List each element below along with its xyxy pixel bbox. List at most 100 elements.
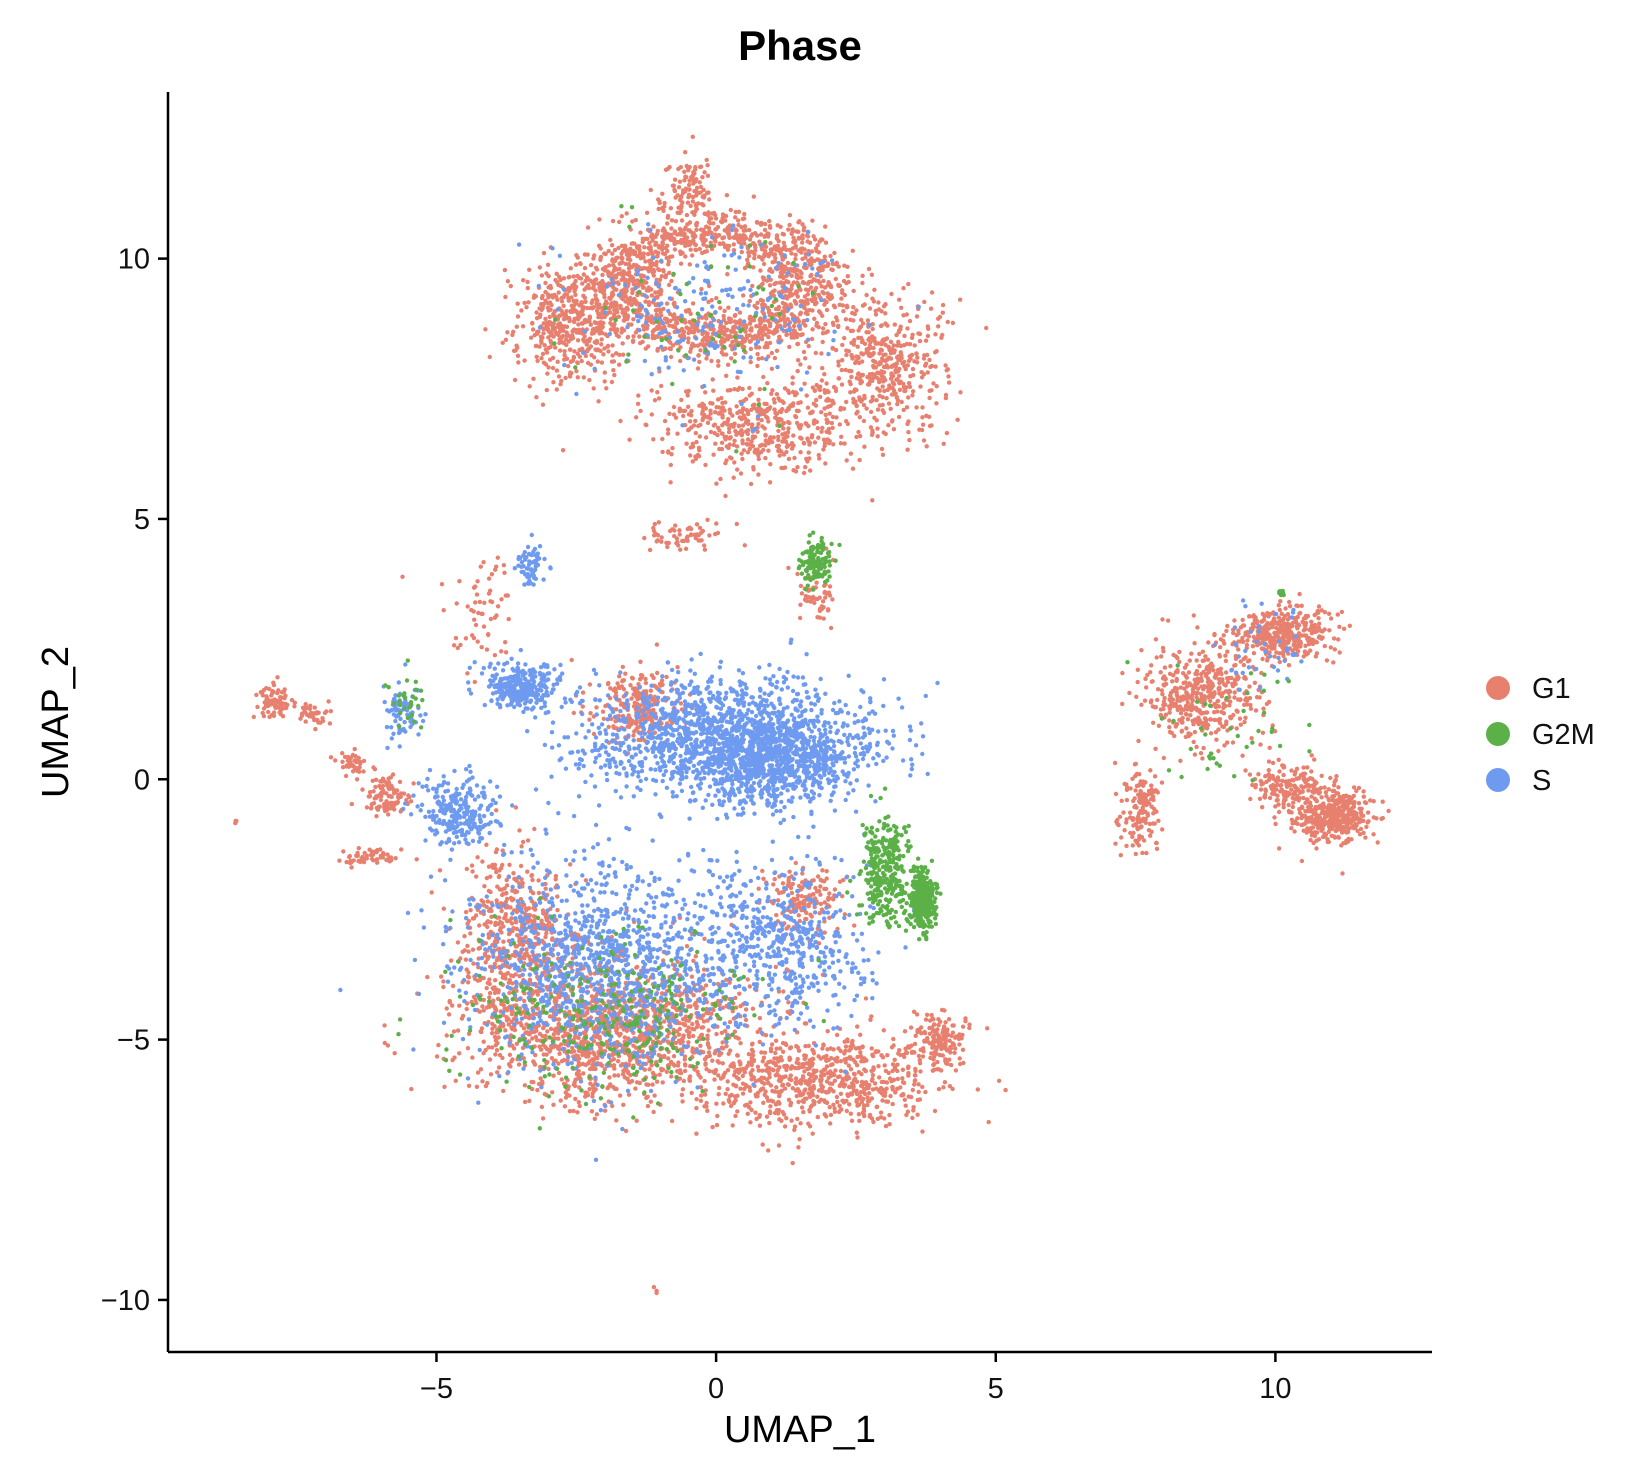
point-g1 bbox=[678, 261, 684, 266]
point-g1 bbox=[847, 1048, 852, 1053]
point-g1 bbox=[595, 359, 600, 364]
point-g1 bbox=[768, 1046, 774, 1051]
point-g1 bbox=[670, 183, 676, 188]
point-g1 bbox=[539, 1104, 545, 1110]
point-g1 bbox=[860, 273, 865, 278]
point-g1 bbox=[580, 1052, 585, 1058]
point-g1 bbox=[774, 236, 780, 241]
point-g1 bbox=[893, 368, 898, 373]
point-g1 bbox=[790, 1160, 795, 1166]
point-g1 bbox=[634, 1080, 640, 1085]
point-g1 bbox=[828, 1121, 833, 1126]
point-g1 bbox=[589, 994, 595, 999]
point-g1 bbox=[695, 1022, 700, 1027]
point-g1 bbox=[719, 1030, 725, 1036]
point-g1 bbox=[825, 388, 830, 394]
point-g1 bbox=[765, 318, 771, 324]
point-g1 bbox=[855, 344, 860, 349]
point-g1 bbox=[670, 323, 675, 329]
point-g1 bbox=[767, 323, 773, 329]
point-g1 bbox=[902, 388, 907, 394]
point-g1 bbox=[522, 1083, 528, 1088]
point-g1 bbox=[682, 189, 688, 194]
point-g1 bbox=[720, 1040, 725, 1045]
point-g1 bbox=[686, 228, 691, 233]
point-g1 bbox=[868, 399, 874, 404]
point-g1 bbox=[875, 434, 880, 439]
point-g1 bbox=[870, 498, 875, 503]
point-g1 bbox=[466, 1083, 472, 1089]
point-g1 bbox=[600, 281, 606, 286]
point-g1 bbox=[802, 381, 807, 386]
point-g1 bbox=[727, 455, 733, 460]
point-g1 bbox=[941, 441, 946, 446]
point-g1 bbox=[658, 1040, 663, 1046]
point-g1 bbox=[581, 1071, 586, 1076]
point-g1 bbox=[772, 252, 778, 257]
point-g1 bbox=[851, 400, 856, 405]
point-g1 bbox=[684, 239, 690, 244]
point-g1 bbox=[539, 307, 544, 312]
point-g1 bbox=[812, 237, 818, 242]
point-g1 bbox=[516, 360, 521, 365]
point-g1 bbox=[887, 1076, 893, 1081]
point-g1 bbox=[881, 379, 886, 384]
point-g1 bbox=[682, 1062, 688, 1067]
point-g1 bbox=[788, 1073, 793, 1078]
point-g1 bbox=[727, 1093, 733, 1099]
point-g1 bbox=[681, 1021, 686, 1027]
point-g1 bbox=[599, 342, 604, 347]
point-g1 bbox=[749, 234, 754, 239]
point-g1 bbox=[836, 324, 841, 330]
point-g1 bbox=[444, 1033, 449, 1038]
point-g1 bbox=[777, 398, 782, 403]
point-g1 bbox=[706, 1050, 712, 1055]
point-g1 bbox=[861, 418, 867, 424]
point-g1 bbox=[656, 206, 661, 212]
point-g1 bbox=[667, 270, 672, 275]
point-g1 bbox=[686, 195, 691, 200]
point-g1 bbox=[735, 375, 740, 380]
point-g1 bbox=[716, 363, 721, 368]
point-g1 bbox=[702, 211, 707, 216]
point-g1 bbox=[634, 415, 639, 420]
point-g1 bbox=[846, 368, 852, 374]
point-g1 bbox=[609, 243, 615, 248]
point-g1 bbox=[670, 254, 675, 259]
point-g1 bbox=[822, 590, 827, 595]
point-g1 bbox=[794, 229, 799, 234]
point-g1 bbox=[487, 354, 492, 360]
point-g1 bbox=[781, 240, 786, 245]
point-g1 bbox=[723, 1091, 728, 1097]
point-g1 bbox=[676, 1060, 681, 1065]
point-g1 bbox=[568, 266, 573, 271]
point-g1 bbox=[705, 420, 711, 425]
point-g1 bbox=[529, 335, 534, 340]
point-g1 bbox=[702, 547, 708, 552]
point-g1 bbox=[838, 441, 844, 446]
point-g1 bbox=[556, 1061, 561, 1066]
point-g1 bbox=[845, 274, 850, 279]
point-g1 bbox=[825, 294, 831, 300]
point-g1 bbox=[795, 1116, 800, 1122]
point-g1 bbox=[767, 218, 772, 224]
point-g1 bbox=[578, 261, 583, 267]
point-g1 bbox=[698, 348, 703, 353]
point-g1 bbox=[860, 338, 865, 343]
point-g1 bbox=[822, 406, 827, 411]
point-g1 bbox=[871, 337, 876, 343]
point-g1 bbox=[640, 236, 645, 241]
point-g1 bbox=[677, 532, 682, 537]
point-g1 bbox=[631, 1043, 636, 1048]
point-g1 bbox=[824, 307, 830, 313]
point-g1 bbox=[756, 453, 761, 458]
point-g1 bbox=[597, 217, 602, 222]
point-g1 bbox=[688, 349, 693, 354]
point-g1 bbox=[632, 241, 637, 246]
point-g1 bbox=[743, 325, 749, 330]
point-g1 bbox=[823, 240, 829, 245]
point-g1 bbox=[687, 419, 693, 424]
point-g1 bbox=[526, 300, 531, 305]
point-g1 bbox=[627, 273, 632, 278]
point-g1 bbox=[747, 321, 753, 326]
